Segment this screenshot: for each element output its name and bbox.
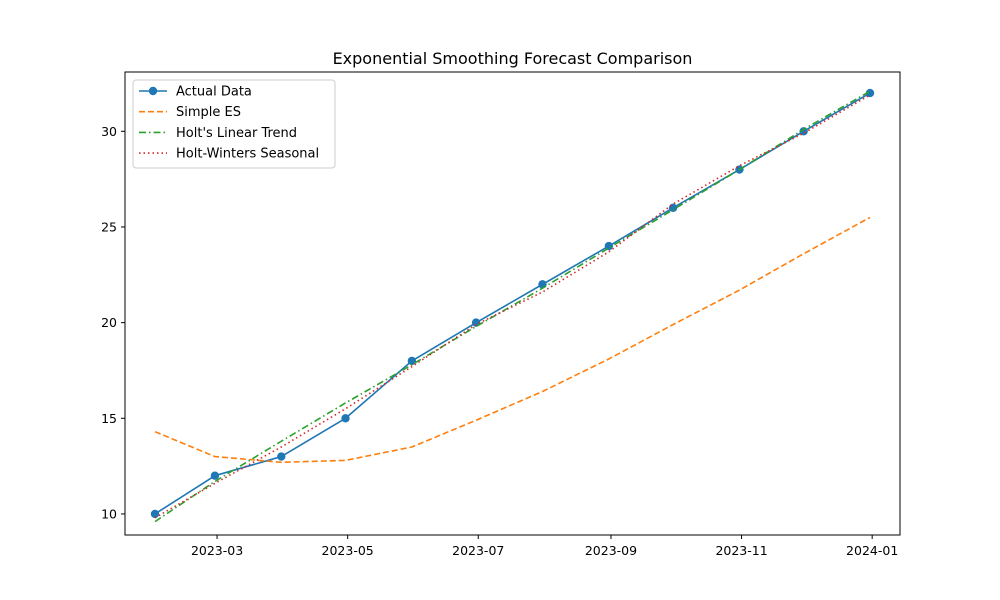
y-tick-label: 30 bbox=[101, 124, 117, 139]
x-tick-label: 2023-05 bbox=[322, 543, 374, 558]
data-point bbox=[668, 203, 678, 213]
legend-label: Simple ES bbox=[176, 105, 241, 120]
data-point bbox=[865, 88, 875, 98]
data-point bbox=[210, 471, 220, 480]
x-tick-label: 2023-03 bbox=[191, 543, 243, 558]
data-point bbox=[799, 127, 808, 136]
data-point bbox=[150, 509, 160, 519]
y-tick-label: 10 bbox=[101, 506, 117, 521]
y-tick-label: 20 bbox=[101, 315, 117, 330]
legend-marker bbox=[148, 86, 158, 96]
data-point bbox=[604, 241, 614, 251]
legend-label: Holt-Winters Seasonal bbox=[176, 147, 319, 162]
legend: Actual Data Simple ES Holt's Linear Trend H… bbox=[132, 79, 336, 169]
y-axis: 10 15 20 25 30 bbox=[101, 124, 125, 521]
plot-frame bbox=[124, 71, 901, 536]
x-tick-label: 2023-09 bbox=[585, 543, 637, 558]
x-tick-label: 2023-07 bbox=[452, 543, 504, 558]
x-axis: 2023-03 2023-05 2023-07 2023-09 2023-11 2024-… bbox=[191, 535, 898, 558]
x-tick-label: 2023-11 bbox=[715, 543, 767, 558]
y-tick-label: 25 bbox=[101, 219, 117, 234]
legend-box bbox=[132, 79, 336, 169]
x-tick-label: 2024-01 bbox=[846, 543, 898, 558]
data-point bbox=[407, 356, 417, 366]
data-point bbox=[277, 452, 286, 461]
series-line-2 bbox=[154, 90, 871, 523]
series-line-1 bbox=[154, 216, 871, 464]
chart-title: Exponential Smoothing Forecast Compariso… bbox=[333, 49, 693, 68]
series-layer bbox=[150, 88, 875, 523]
data-point bbox=[341, 414, 350, 423]
y-tick-label: 15 bbox=[101, 411, 117, 426]
legend-label: Holt's Linear Trend bbox=[176, 126, 297, 141]
series-line-0 bbox=[154, 92, 871, 515]
legend-label: Actual Data bbox=[176, 85, 252, 100]
